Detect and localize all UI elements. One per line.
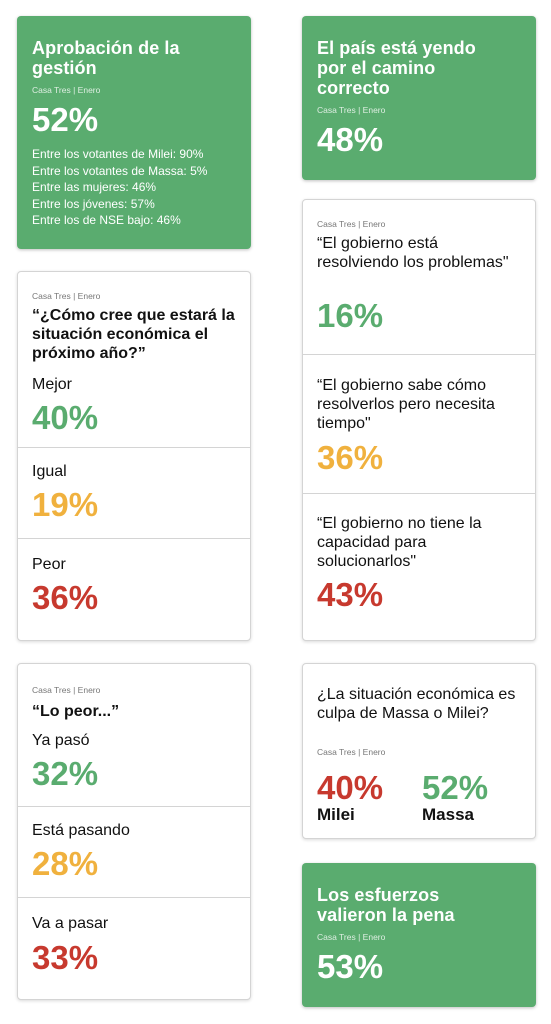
option-label: “El gobierno no tiene la capacidad para … [317, 515, 482, 570]
option-label: Milei [317, 805, 355, 824]
option-label: Massa [422, 805, 474, 824]
blame-source: Casa Tres | Enero [317, 747, 386, 757]
option-label: “El gobierno está resolviendo los proble… [317, 235, 509, 271]
effort-value: 53% [317, 948, 384, 985]
breakdown-item: Entre los votantes de Massa: 5% [32, 163, 208, 178]
worst-card: Casa Tres | Enero “Lo peor...” Ya pasó 3… [17, 663, 251, 1000]
approval-card: Aprobación de la gestión Casa Tres | Ene… [17, 16, 251, 249]
blame-question: ¿La situación económica es culpa de Mass… [317, 686, 516, 722]
option-value: 33% [32, 939, 99, 976]
option-label: Ya pasó [32, 732, 90, 749]
economy-question: “¿Cómo cree que estará la situación econ… [32, 307, 235, 362]
approval-source: Casa Tres | Enero [32, 85, 101, 95]
effort-source: Casa Tres | Enero [317, 932, 386, 942]
approval-value: 52% [32, 101, 99, 138]
option-label: Va a pasar [32, 915, 109, 932]
option-value: 36% [32, 579, 99, 616]
breakdown-item: Entre los jóvenes: 57% [32, 196, 155, 211]
option-value: 52% [422, 769, 489, 806]
breakdown-item: Entre las mujeres: 46% [32, 180, 157, 194]
worst-question: “Lo peor...” [32, 703, 120, 720]
blame-card: ¿La situación económica es culpa de Mass… [302, 663, 536, 839]
option-label: Peor [32, 556, 66, 573]
direction-source: Casa Tres | Enero [317, 105, 386, 115]
divider [18, 447, 250, 448]
divider [303, 493, 535, 494]
economy-source: Casa Tres | Enero [32, 291, 101, 301]
direction-title: El país está yendo por el camino correct… [317, 38, 476, 98]
worst-source: Casa Tres | Enero [32, 685, 101, 695]
option-label: Mejor [32, 376, 73, 393]
economy-card: Casa Tres | Enero “¿Cómo cree que estará… [17, 271, 251, 641]
option-value: 32% [32, 755, 99, 792]
breakdown-item: Entre los de NSE bajo: 46% [32, 213, 181, 227]
effort-card: Los esfuerzos valieron la pena Casa Tres… [302, 863, 536, 1007]
divider [18, 806, 250, 807]
approval-breakdown: Entre los votantes de Milei: 90% Entre l… [32, 146, 247, 229]
option-value: 19% [32, 486, 99, 523]
option-value: 43% [317, 576, 384, 613]
approval-title: Aprobación de la gestión [32, 38, 180, 78]
option-value: 40% [32, 399, 99, 436]
option-label: “El gobierno sabe cómo resolverlos pero … [317, 377, 495, 432]
divider [18, 897, 250, 898]
option-value: 36% [317, 439, 384, 476]
option-label: Está pasando [32, 822, 130, 839]
direction-value: 48% [317, 121, 384, 158]
effort-title: Los esfuerzos valieron la pena [317, 885, 455, 925]
option-label: Igual [32, 463, 67, 480]
government-source: Casa Tres | Enero [317, 219, 386, 229]
government-card: Casa Tres | Enero “El gobierno está reso… [302, 199, 536, 641]
option-value: 28% [32, 845, 99, 882]
direction-card: El país está yendo por el camino correct… [302, 16, 536, 180]
option-value: 16% [317, 297, 384, 334]
option-value: 40% [317, 769, 384, 806]
breakdown-item: Entre los votantes de Milei: 90% [32, 147, 204, 161]
divider [18, 538, 250, 539]
divider [303, 354, 535, 355]
